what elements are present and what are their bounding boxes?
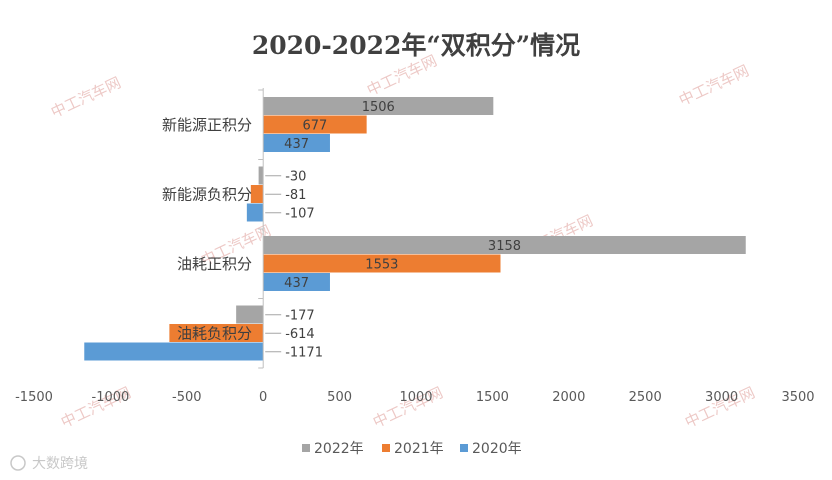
x-tick-label: -1500 (15, 390, 53, 405)
x-tick-label: 2500 (629, 390, 662, 405)
data-label: -1171 (285, 345, 323, 360)
bar-2022-cat-1 (258, 166, 264, 185)
legend-swatch (460, 444, 468, 452)
x-tick-label: 1000 (399, 390, 432, 405)
x-tick-label: 500 (327, 390, 352, 405)
legend-label: 2020年 (472, 441, 522, 457)
bar-2022-cat-0 (263, 97, 494, 115)
legend-swatch (382, 444, 390, 452)
legend-label: 2021年 (394, 441, 444, 457)
chart-title: 2020-2022年“双积分”情况 (252, 31, 580, 60)
watermark-text: 中工汽车网 (676, 61, 752, 109)
bar-2020-cat-2 (263, 273, 330, 291)
bar-2021-cat-2 (263, 254, 501, 273)
bar-2021-cat-0 (263, 115, 367, 134)
data-label: 1506 (362, 100, 395, 115)
data-label: 1553 (365, 257, 398, 272)
x-tick-label: -1000 (92, 390, 130, 405)
bar-2020-cat-3 (84, 342, 264, 361)
category-label: 油耗负积分 (177, 324, 252, 342)
brand-logo-icon (10, 455, 26, 471)
x-tick-label: 3000 (705, 390, 738, 405)
legend-label: 2022年 (314, 441, 364, 457)
data-label: 677 (303, 118, 328, 133)
x-tick-label: 1500 (476, 390, 509, 405)
data-label: -30 (285, 169, 306, 184)
x-tick-label: 2000 (552, 390, 585, 405)
x-tick-label: 3500 (781, 390, 814, 405)
data-label: -614 (285, 327, 315, 342)
watermark-text: 中工汽车网 (48, 73, 124, 121)
bar-2022-cat-3 (236, 305, 264, 324)
x-tick-label: 0 (259, 390, 267, 405)
data-label: -177 (285, 308, 315, 323)
bar-2021-cat-1 (250, 185, 264, 203)
data-label: 3158 (488, 239, 521, 254)
category-label: 新能源正积分 (162, 116, 252, 134)
data-label: 437 (284, 137, 309, 152)
category-label: 油耗正积分 (177, 255, 252, 273)
bar-2022-cat-2 (263, 236, 746, 254)
category-label: 新能源负积分 (162, 185, 252, 203)
bar-2020-cat-1 (246, 203, 264, 222)
x-tick-label: -500 (172, 390, 202, 405)
legend-swatch (302, 444, 310, 452)
data-label: -81 (285, 188, 306, 203)
data-label: -107 (285, 206, 315, 221)
bar-2021-cat-3 (169, 324, 264, 342)
data-label: 437 (284, 276, 309, 291)
brand-watermark: 大数跨境 (32, 456, 88, 472)
bar-2020-cat-0 (263, 134, 330, 152)
